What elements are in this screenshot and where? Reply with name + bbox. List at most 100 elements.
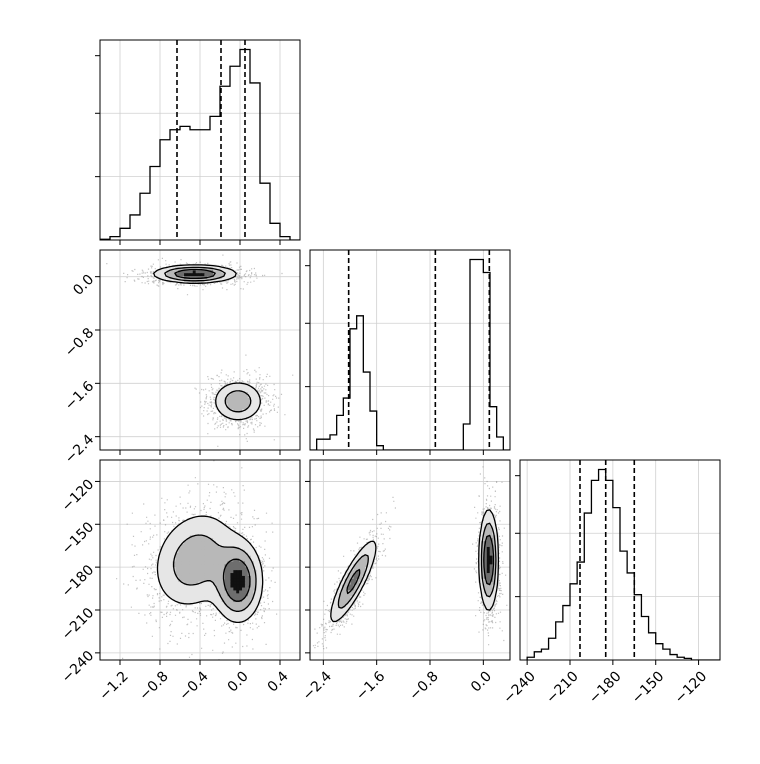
density-cell <box>198 517 202 522</box>
density-cell <box>233 578 237 583</box>
density-cell <box>181 523 185 528</box>
density-cell <box>189 584 194 588</box>
density-cell <box>239 607 243 612</box>
density-cell <box>166 541 170 545</box>
density-cell <box>239 616 243 620</box>
density-cell <box>204 270 208 274</box>
density-cell <box>215 604 220 609</box>
density-cell <box>172 273 176 277</box>
density-cell <box>356 573 360 577</box>
density-cell <box>198 541 202 545</box>
density-cell <box>242 403 246 407</box>
density-cell <box>250 602 255 606</box>
density-cell <box>178 546 182 551</box>
density-cell <box>492 552 496 557</box>
density-cell <box>195 541 199 545</box>
density-cell <box>201 558 205 562</box>
density-cell <box>204 555 208 559</box>
density-cell <box>201 561 205 565</box>
density-cell <box>233 581 237 586</box>
density-cell <box>210 573 214 577</box>
density-cell <box>333 599 337 603</box>
density-cell <box>169 593 173 597</box>
density-cell <box>489 549 494 554</box>
density-cell <box>259 573 263 577</box>
panel-content <box>100 250 300 450</box>
density-cell <box>215 555 220 559</box>
density-cell <box>169 544 173 548</box>
density-cell <box>250 564 255 568</box>
density-cell <box>242 616 246 620</box>
density-cell <box>163 567 168 571</box>
density-cell <box>195 535 199 539</box>
density-cell <box>195 532 199 536</box>
density-cell <box>207 520 211 525</box>
density-cell <box>239 394 243 399</box>
density-cell <box>239 584 243 588</box>
density-cell <box>244 610 249 615</box>
density-cell <box>166 270 170 274</box>
density-cell <box>181 538 185 542</box>
density-cell <box>213 555 217 559</box>
density-cell <box>242 400 246 405</box>
density-cell <box>189 526 194 530</box>
density-cell <box>192 596 197 600</box>
density-cell <box>169 587 173 591</box>
density-cell <box>189 264 194 268</box>
density-cell <box>233 619 237 623</box>
density-cell <box>233 538 237 542</box>
density-cell <box>192 561 197 565</box>
density-cell <box>247 570 252 574</box>
density-cell <box>198 570 202 574</box>
density-cell <box>213 581 217 586</box>
density-cell <box>166 581 170 586</box>
density-cell <box>189 273 194 277</box>
density-cell <box>341 602 346 606</box>
density-cell <box>227 613 231 617</box>
density-cell <box>250 584 255 588</box>
density-cell <box>233 406 237 410</box>
density-cell <box>169 573 173 577</box>
density-cell <box>201 567 205 571</box>
density-cell <box>233 386 237 390</box>
density-cell <box>218 602 223 606</box>
density-cell <box>239 535 243 539</box>
density-cell <box>195 573 199 577</box>
density-cell <box>213 564 217 568</box>
density-cell <box>253 394 257 399</box>
density-cell <box>215 590 220 594</box>
density-cell <box>495 570 499 574</box>
density-cell <box>233 593 237 597</box>
density-cell <box>169 535 173 539</box>
density-cell <box>221 555 226 559</box>
density-cell <box>341 596 346 600</box>
density-cell <box>242 546 246 551</box>
density-cell <box>247 607 252 612</box>
density-cell <box>233 602 237 606</box>
density-cell <box>250 590 255 594</box>
density-cell <box>227 575 231 580</box>
density-cell <box>359 573 363 577</box>
density-cell <box>239 590 243 594</box>
density-cell <box>227 570 231 574</box>
density-cell <box>347 602 351 606</box>
density-cell <box>492 587 496 591</box>
density-cell <box>218 541 223 545</box>
density-cell <box>242 593 246 597</box>
density-cell <box>181 573 185 577</box>
density-cell <box>213 567 217 571</box>
density-cell <box>489 535 494 539</box>
density-cell <box>236 567 240 571</box>
density-cell <box>230 549 234 554</box>
x-tick-label-2-0: −240 <box>500 668 539 707</box>
histogram-step-2 <box>526 468 720 660</box>
density-cell <box>227 397 231 402</box>
density-cell <box>224 392 228 396</box>
density-cell <box>218 567 223 571</box>
density-cell <box>166 552 170 557</box>
density-cell <box>163 573 168 577</box>
density-cell <box>207 587 211 591</box>
density-cell <box>210 590 214 594</box>
density-cell <box>218 587 223 591</box>
density-cell <box>163 561 168 565</box>
